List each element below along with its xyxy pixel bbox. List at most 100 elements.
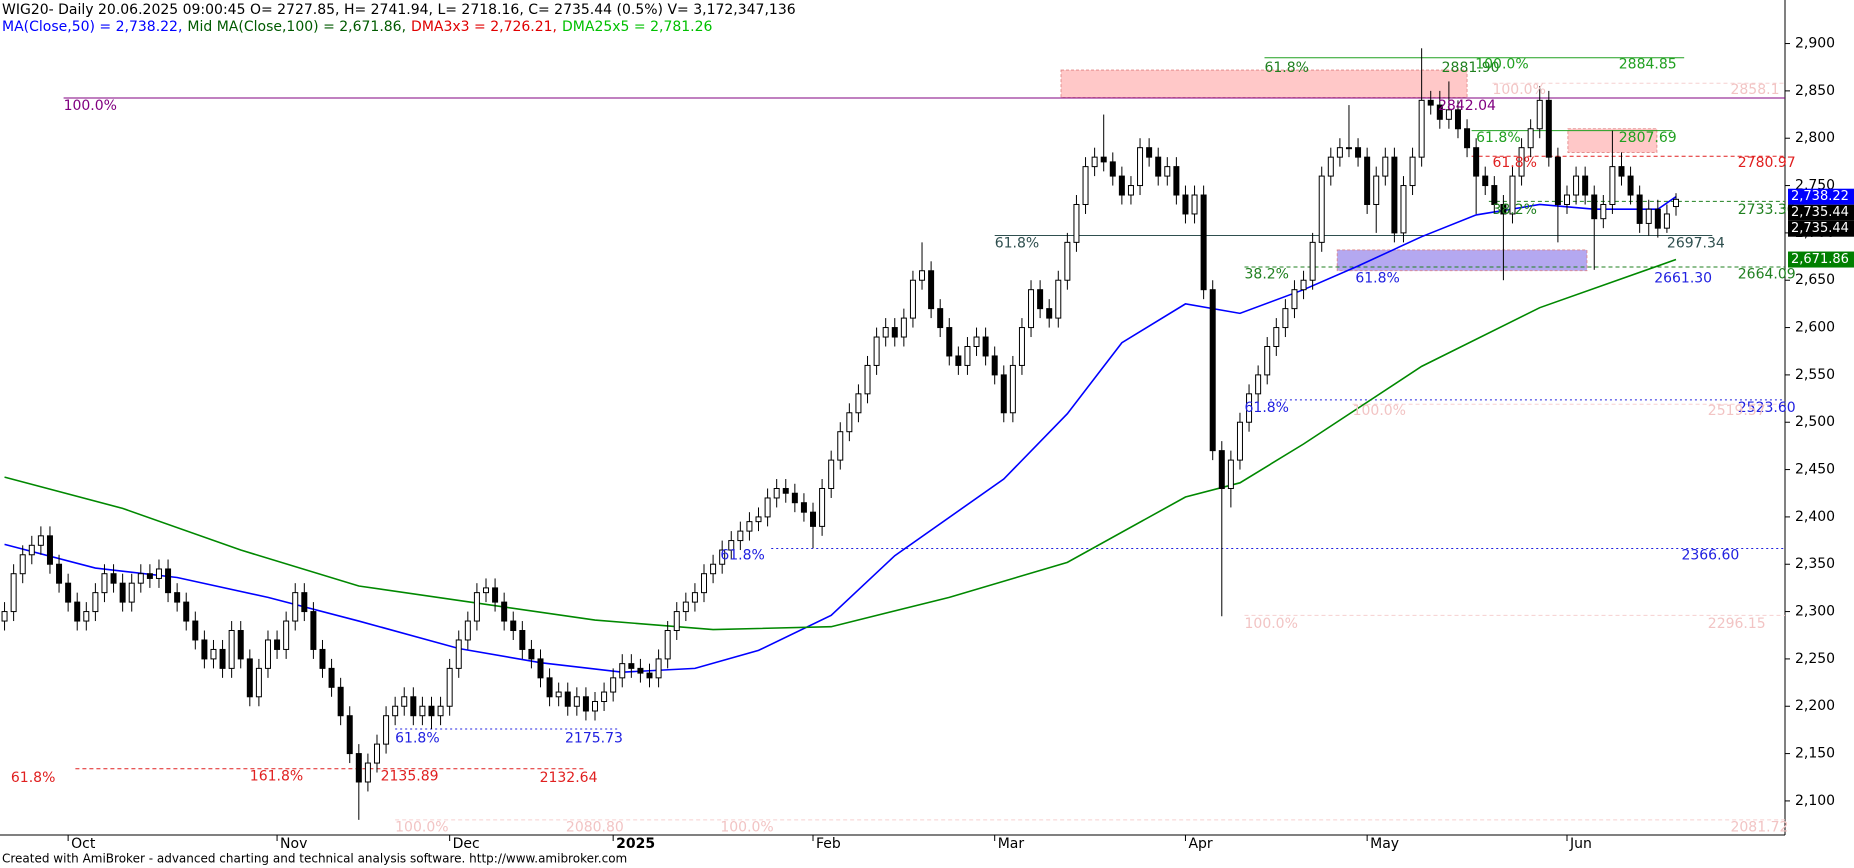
- candle-body: [573, 696, 580, 707]
- candle-body: [1018, 327, 1025, 366]
- fib-label: 2132.64: [540, 770, 598, 786]
- candle-body: [392, 705, 399, 717]
- fib-label: 100.0%: [395, 819, 448, 835]
- candle-body: [1291, 289, 1298, 310]
- candle-body: [673, 611, 680, 632]
- candle-body: [928, 270, 935, 310]
- candle-body: [1400, 185, 1407, 234]
- fib-label: 61.8%: [1492, 155, 1536, 171]
- candle-body: [1264, 345, 1271, 376]
- candle-body: [1, 611, 8, 622]
- candle-body: [46, 535, 53, 565]
- candle-body: [828, 459, 835, 490]
- candle-body: [428, 705, 435, 717]
- candle-body: [1618, 166, 1625, 177]
- price-tag: [1788, 188, 1854, 205]
- fib-label: 2366.60: [1681, 548, 1739, 564]
- candle-body: [637, 667, 644, 674]
- candle-body: [982, 336, 989, 357]
- y-tick-label: 2,650: [1795, 272, 1835, 288]
- candle-body: [846, 412, 853, 433]
- candle-body: [128, 582, 135, 603]
- fib-label: 2523.60: [1738, 400, 1796, 416]
- candle-body: [1545, 99, 1552, 158]
- fib-label: 2697.34: [1667, 235, 1725, 251]
- candle-body: [437, 705, 444, 717]
- candle-body: [210, 648, 217, 660]
- candle-body: [1000, 374, 1007, 414]
- candle-body: [492, 587, 499, 603]
- fib-label: 61.8%: [1476, 130, 1520, 146]
- candle-body: [1509, 175, 1516, 215]
- candle-body: [528, 648, 535, 660]
- candle-body: [1491, 185, 1498, 205]
- price-tag-label: 2,671.86: [1791, 252, 1849, 267]
- fib-label: 2858.1: [1730, 82, 1779, 98]
- fib-label: 2733.30: [1738, 202, 1796, 218]
- fib-label: 2842.04: [1438, 98, 1496, 114]
- fib-label: 100.0%: [1492, 82, 1545, 98]
- candle-body: [1246, 393, 1253, 423]
- candle-body: [900, 317, 907, 338]
- candle-body: [119, 582, 126, 603]
- x-tick-label: May: [1370, 836, 1399, 852]
- candle-body: [1636, 194, 1643, 224]
- candle-body: [1309, 241, 1316, 281]
- fib-label: 2519.57: [1708, 403, 1766, 419]
- candle-body: [555, 691, 562, 698]
- candle-body: [482, 587, 489, 594]
- candle-body: [192, 620, 199, 641]
- candle-body: [464, 620, 471, 641]
- y-tick-label: 2,200: [1795, 698, 1835, 714]
- fib-label: 38.2%: [1492, 202, 1536, 218]
- legend-entry: Mid MA(Close,100) = 2,671.86,: [187, 19, 406, 35]
- candle-body: [628, 663, 635, 669]
- candle-body: [1146, 147, 1153, 158]
- candle-body: [455, 639, 462, 669]
- candle-body: [83, 611, 90, 622]
- candle-body: [1654, 208, 1661, 229]
- candle-body: [655, 658, 662, 679]
- candle-body: [1436, 104, 1443, 120]
- candle-body: [110, 573, 117, 584]
- x-tick-label: Oct: [71, 836, 96, 852]
- candle-body: [328, 667, 335, 688]
- candle-body: [1255, 374, 1262, 395]
- price-tag-label: 2,735.44: [1791, 205, 1849, 220]
- fib-label: 61.8%: [995, 235, 1039, 251]
- fib-zone: [1060, 69, 1468, 98]
- candle-body: [174, 592, 181, 603]
- candle-body: [74, 601, 81, 622]
- fib-label: 100.0%: [1475, 56, 1528, 72]
- x-tick-label: Dec: [453, 836, 480, 852]
- candle-body: [228, 630, 235, 669]
- candle-body: [1427, 99, 1434, 106]
- candle-body: [1418, 99, 1425, 158]
- candle-body: [1482, 175, 1489, 187]
- y-tick-label: 2,850: [1795, 83, 1835, 99]
- candle-body: [691, 592, 698, 603]
- candle-body: [646, 672, 653, 679]
- candle-body: [383, 715, 390, 745]
- y-tick-label: 2,100: [1795, 793, 1835, 809]
- candle-body: [237, 630, 244, 660]
- fib-label: 2296.15: [1708, 616, 1766, 632]
- candle-body: [682, 601, 689, 613]
- candle-body: [510, 620, 517, 632]
- candle-body: [1473, 147, 1480, 177]
- candle-body: [1627, 175, 1634, 196]
- fib-label: 2175.73: [565, 730, 623, 746]
- candle-body: [1100, 156, 1107, 163]
- candle-body: [292, 592, 299, 622]
- candle-body: [264, 639, 271, 669]
- y-tick-label: 2,400: [1795, 509, 1835, 525]
- candle-body: [864, 364, 871, 395]
- candle-body: [410, 696, 417, 717]
- candle-body: [1109, 161, 1116, 177]
- candle-body: [1009, 364, 1016, 414]
- candle-body: [1082, 166, 1089, 205]
- candle-body: [1382, 156, 1389, 177]
- candle-body: [65, 582, 72, 603]
